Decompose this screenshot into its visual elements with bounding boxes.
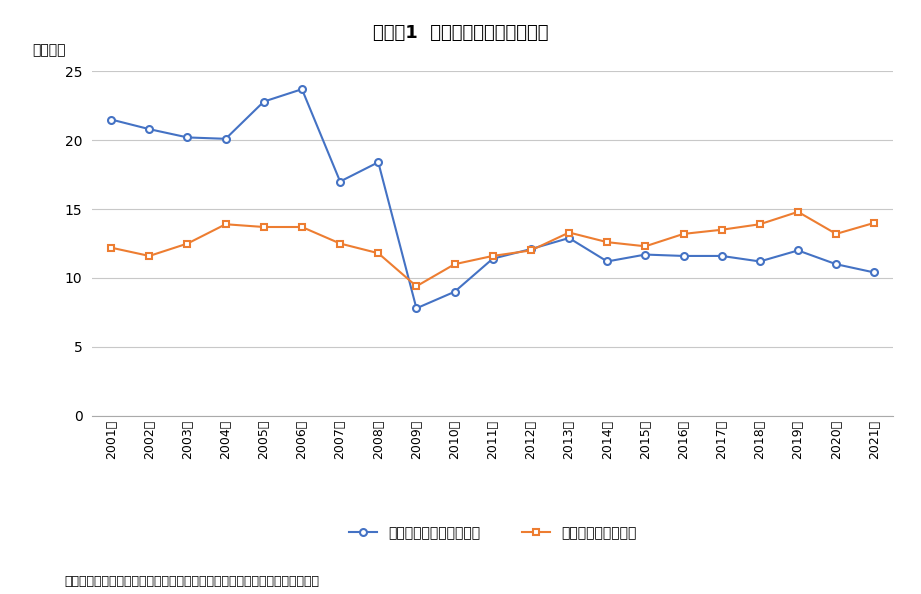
- 分譲住宅（マンション）: [144, 125, 155, 132]
- 分譲住宅（一戸建）: [449, 261, 460, 268]
- Legend: 分譲住宅（マンション）, 分譲住宅（一戸建）: 分譲住宅（マンション）, 分譲住宅（一戸建）: [349, 526, 636, 540]
- 分譲住宅（マンション）: [220, 135, 231, 143]
- 分譲住宅（一戸建）: [106, 244, 117, 251]
- Line: 分譲住宅（マンション）: 分譲住宅（マンション）: [108, 86, 878, 312]
- 分譲住宅（一戸建）: [869, 219, 880, 226]
- 分譲住宅（一戸建）: [525, 247, 536, 254]
- 分譲住宅（マンション）: [792, 247, 803, 254]
- 分譲住宅（マンション）: [487, 255, 498, 263]
- 分譲住宅（一戸建）: [220, 221, 231, 228]
- 分譲住宅（マンション）: [449, 288, 460, 295]
- 分譲住宅（マンション）: [717, 252, 728, 260]
- 分譲住宅（マンション）: [411, 305, 422, 312]
- 分譲住宅（一戸建）: [678, 230, 689, 238]
- 分譲住宅（一戸建）: [411, 283, 422, 290]
- 分譲住宅（一戸建）: [487, 252, 498, 260]
- Text: 図表－1  新設住宅着工戸数の推移: 図表－1 新設住宅着工戸数の推移: [373, 24, 548, 42]
- 分譲住宅（マンション）: [869, 269, 880, 276]
- 分譲住宅（一戸建）: [792, 208, 803, 216]
- 分譲住宅（マンション）: [678, 252, 689, 260]
- 分譲住宅（一戸建）: [297, 223, 308, 230]
- 分譲住宅（マンション）: [564, 235, 575, 242]
- 分譲住宅（マンション）: [182, 134, 193, 141]
- 分譲住宅（一戸建）: [334, 240, 345, 247]
- Text: （万戸）: （万戸）: [32, 43, 65, 58]
- 分譲住宅（一戸建）: [373, 249, 384, 257]
- 分譲住宅（一戸建）: [717, 226, 728, 233]
- 分譲住宅（マンション）: [754, 258, 765, 265]
- 分譲住宅（一戸建）: [564, 229, 575, 236]
- 分譲住宅（マンション）: [525, 245, 536, 252]
- 分譲住宅（一戸建）: [258, 223, 269, 230]
- 分譲住宅（一戸建）: [601, 239, 612, 246]
- 分譲住宅（マンション）: [373, 159, 384, 166]
- Line: 分譲住宅（一戸建）: 分譲住宅（一戸建）: [108, 208, 878, 290]
- 分譲住宅（一戸建）: [640, 243, 651, 250]
- 分譲住宅（マンション）: [831, 261, 842, 268]
- 分譲住宅（一戸建）: [182, 240, 193, 247]
- 分譲住宅（マンション）: [297, 86, 308, 93]
- 分譲住宅（一戸建）: [144, 252, 155, 260]
- 分譲住宅（マンション）: [640, 251, 651, 258]
- 分譲住宅（一戸建）: [754, 221, 765, 228]
- 分譲住宅（一戸建）: [831, 230, 842, 238]
- Text: （出所）国土交通省「建築着工統計調査」をもとにニッセイ基礎研究所作成: （出所）国土交通省「建築着工統計調査」をもとにニッセイ基礎研究所作成: [64, 575, 320, 588]
- 分譲住宅（マンション）: [334, 178, 345, 185]
- 分譲住宅（マンション）: [601, 258, 612, 265]
- 分譲住宅（マンション）: [106, 116, 117, 123]
- 分譲住宅（マンション）: [258, 98, 269, 105]
